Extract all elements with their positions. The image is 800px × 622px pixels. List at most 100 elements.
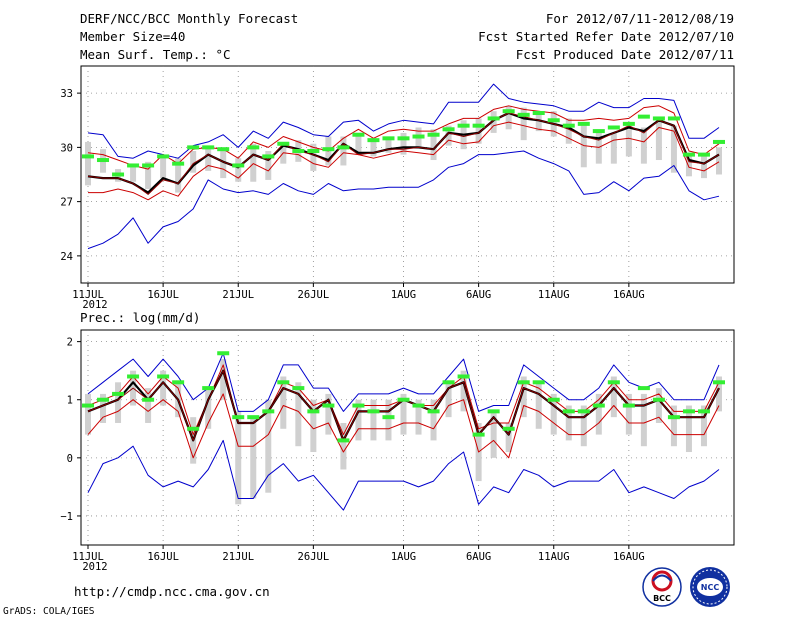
header-title: DERF/NCC/BCC Monthly Forecast <box>80 11 298 26</box>
observed-marker <box>457 374 470 379</box>
observed-marker <box>352 403 365 408</box>
observed-marker <box>112 172 125 177</box>
observed-marker <box>382 415 395 420</box>
ensemble-box <box>190 150 197 173</box>
observed-marker <box>562 409 575 414</box>
series-ensemble-min <box>87 439 720 511</box>
ensemble-box <box>280 376 287 429</box>
ensemble-box <box>100 393 107 423</box>
ensemble-box <box>430 129 437 161</box>
footer-credit: GrADS: COLA/IGES <box>3 606 95 617</box>
observed-marker <box>442 380 455 385</box>
observed-marker <box>397 136 410 141</box>
observed-marker <box>397 397 410 402</box>
ensemble-box <box>355 134 362 155</box>
ensemble-box <box>580 405 587 447</box>
ensemble-box <box>235 411 242 505</box>
observed-marker <box>547 118 560 123</box>
x-tick-label: 16JUL <box>147 289 179 301</box>
ensemble-box <box>550 393 557 435</box>
ensemble-box <box>565 405 572 441</box>
ensemble-box <box>655 388 662 423</box>
ensemble-box <box>130 165 137 182</box>
observed-marker <box>187 426 200 431</box>
observed-marker <box>517 112 530 117</box>
x-tick-label: 6AUG <box>466 551 491 563</box>
plot-frame <box>80 65 735 284</box>
observed-marker <box>172 161 185 166</box>
ensemble-box <box>565 118 572 144</box>
x-tick-label: 6AUG <box>466 289 491 301</box>
observed-marker <box>502 109 515 114</box>
observed-marker <box>607 380 620 385</box>
observed-marker <box>592 129 605 134</box>
ensemble-box <box>700 405 707 447</box>
ensemble-box <box>415 399 422 435</box>
header-member-size: Member Size=40 <box>80 29 185 44</box>
ensemble-box <box>265 399 272 493</box>
ensemble-box <box>670 405 677 447</box>
observed-marker <box>697 409 710 414</box>
observed-marker <box>532 380 545 385</box>
ensemble-box <box>490 411 497 458</box>
series-ensemble-min <box>87 150 720 250</box>
ensemble-box <box>370 138 377 157</box>
observed-marker <box>382 136 395 141</box>
observed-marker <box>367 138 380 143</box>
series-lower-quartile <box>88 121 720 201</box>
ensemble-box <box>175 158 182 193</box>
observed-marker <box>427 409 440 414</box>
observed-marker <box>127 163 140 168</box>
plot-frame <box>80 329 735 546</box>
ensemble-box <box>235 158 242 182</box>
ensemble-box <box>430 399 437 441</box>
observed-marker <box>592 403 605 408</box>
ensemble-box <box>400 393 407 435</box>
observed-marker <box>322 403 335 408</box>
observed-marker <box>292 148 305 153</box>
observed-marker <box>607 125 620 130</box>
ensemble-box <box>220 359 227 400</box>
observed-marker <box>142 163 155 168</box>
y-tick-label: 2 <box>67 337 73 349</box>
observed-marker <box>682 409 695 414</box>
y-tick-label: 27 <box>60 197 73 209</box>
header-fcst-started: Fcst Started Refer Date 2012/07/10 <box>478 29 734 44</box>
observed-marker <box>82 154 94 159</box>
observed-marker <box>487 409 500 414</box>
ensemble-box <box>640 393 647 447</box>
ensemble-box <box>85 141 91 186</box>
series-ensemble-median <box>87 112 720 195</box>
observed-marker <box>157 374 170 379</box>
observed-marker <box>427 132 440 137</box>
ensemble-box <box>475 118 482 144</box>
ensemble-box <box>340 422 347 470</box>
series-ensemble-max <box>87 352 720 412</box>
ensemble-box <box>685 405 692 453</box>
ensemble-box <box>716 376 722 412</box>
observed-marker <box>713 380 725 385</box>
x-tick-label: 1AUG <box>391 551 416 563</box>
observed-marker <box>112 391 125 396</box>
x-tick-label: 11AUG <box>538 551 570 563</box>
ensemble-box <box>490 111 497 133</box>
footer-url[interactable]: http://cmdp.ncc.cma.gov.cn <box>74 584 270 599</box>
temperature-panel: 24 27 30 33 11JUL 16JUL 21JUL 26JUL 1AUG 6AUG 11AU… <box>60 65 735 311</box>
ensemble-box <box>250 143 257 182</box>
ensemble-box <box>205 147 212 171</box>
observed-marker <box>187 145 200 150</box>
observed-marker <box>142 397 155 402</box>
x-tick-label: 1AUG <box>391 289 416 301</box>
x-tick-label: 26JUL <box>298 551 330 563</box>
observed-marker <box>412 134 425 139</box>
ensemble-box <box>595 393 602 435</box>
x-tick-label: 21JUL <box>222 551 254 563</box>
observed-marker <box>337 145 350 150</box>
observed-marker <box>352 132 365 137</box>
observed-marker <box>442 127 455 132</box>
x-tick-label: 16AUG <box>613 551 645 563</box>
ensemble-box <box>445 125 452 146</box>
observed-marker <box>532 111 545 116</box>
ensemble-box <box>400 132 407 155</box>
